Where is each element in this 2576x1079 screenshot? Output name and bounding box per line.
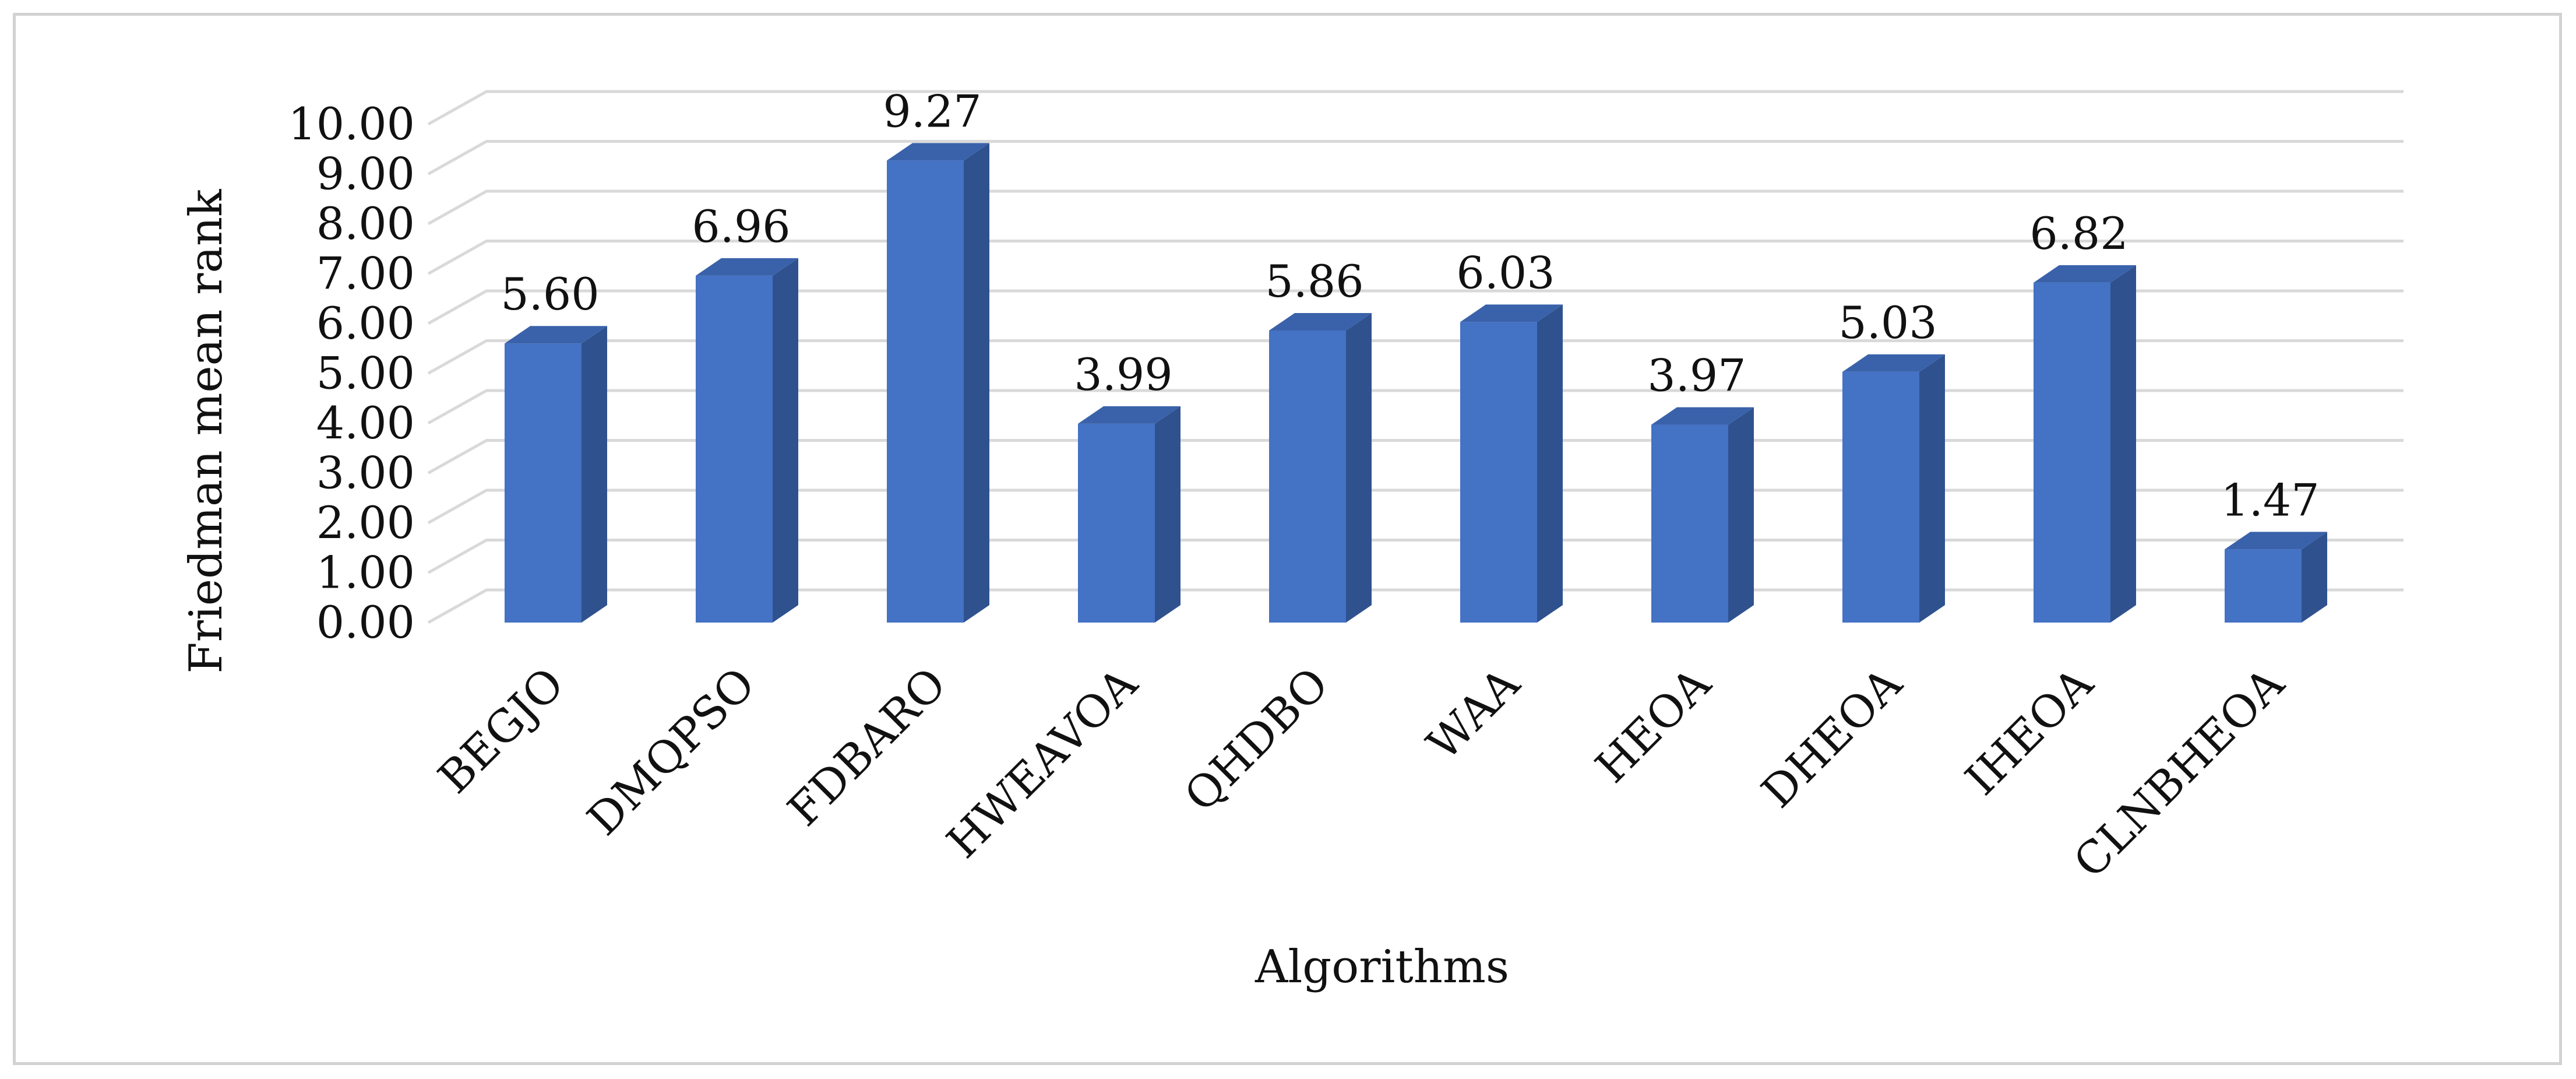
bars — [505, 143, 2327, 623]
bar-iheoa — [2034, 265, 2136, 623]
bar-hweavoa — [1078, 406, 1180, 623]
x-category-label: BEGJO — [428, 658, 574, 803]
x-category-label: FDBARO — [778, 658, 956, 836]
gridline — [427, 539, 2404, 574]
gridline — [427, 140, 2404, 175]
bar-top-face — [1460, 304, 1563, 322]
bar-front-face — [2225, 549, 2302, 623]
bar-waa — [1460, 304, 1563, 623]
bar-side-face — [582, 326, 607, 623]
bar-front-face — [1651, 424, 1728, 623]
bar-side-face — [2302, 532, 2327, 623]
bar-fdbaro — [887, 143, 989, 623]
bar-front-face — [1269, 330, 1346, 623]
data-label: 5.86 — [1265, 255, 1363, 307]
bar-front-face — [505, 343, 582, 623]
data-label: 3.99 — [1074, 349, 1172, 400]
bar-front-face — [1460, 322, 1537, 623]
bar-side-face — [1919, 354, 1945, 623]
data-label: 5.60 — [501, 268, 599, 320]
y-tick-label: 6.00 — [316, 297, 415, 349]
bar-side-face — [964, 143, 989, 623]
y-tick-label: 9.00 — [316, 148, 415, 200]
data-label: 6.96 — [692, 201, 790, 252]
bar-front-face — [2034, 282, 2110, 623]
data-label: 3.97 — [1647, 350, 1746, 402]
data-label: 6.82 — [2029, 208, 2128, 259]
y-tick-label: 1.00 — [316, 547, 415, 599]
x-category-label: WAA — [1417, 657, 1530, 770]
y-tick-label: 5.00 — [316, 347, 415, 399]
data-label: 5.03 — [1838, 297, 1937, 349]
y-tick-label: 2.00 — [316, 497, 415, 549]
bar-top-face — [696, 258, 798, 276]
bar-front-face — [1842, 371, 1919, 623]
gridline — [427, 389, 2404, 425]
gridline — [427, 439, 2404, 475]
bar-front-face — [887, 160, 964, 623]
gridline — [427, 289, 2404, 325]
gridline — [427, 90, 2404, 126]
bar-dmqpso — [696, 258, 798, 623]
data-label: 1.47 — [2221, 474, 2319, 526]
gridline — [427, 339, 2404, 375]
y-tick-label: 0.00 — [316, 596, 415, 648]
gridline — [427, 588, 2404, 624]
bar-side-face — [1346, 312, 1372, 623]
y-tick-label: 4.00 — [316, 397, 415, 449]
bar-top-face — [2034, 265, 2136, 283]
bar-side-face — [1728, 407, 1754, 623]
data-labels: 5.60 6.96 9.27 3.99 5.86 6.03 3.97 5.03 6.82 1.47 — [501, 85, 2319, 526]
x-category-label: IHEOA — [1955, 657, 2103, 805]
bar-heoa — [1651, 407, 1754, 623]
gridline — [427, 189, 2404, 226]
bar-top-face — [2225, 532, 2327, 550]
bar-qhdbo — [1269, 312, 1372, 623]
data-label: 9.27 — [883, 85, 981, 137]
y-tick-label: 7.00 — [316, 248, 415, 300]
bar-top-face — [1842, 354, 1945, 372]
bar-clnbheoa — [2225, 532, 2327, 623]
x-category-label: HEOA — [1585, 657, 1721, 793]
y-tick-label: 10.00 — [288, 98, 415, 150]
bar-begjo — [505, 326, 607, 623]
bar-top-face — [1078, 406, 1180, 424]
bar-side-face — [2110, 265, 2136, 623]
bar-side-face — [1537, 304, 1563, 623]
y-axis-title: Friedman mean rank — [180, 189, 232, 674]
x-category-label: QHDBO — [1174, 658, 1338, 821]
bar-side-face — [1155, 406, 1180, 623]
y-tick-label: 8.00 — [316, 198, 415, 249]
bar-dheoa — [1842, 354, 1945, 623]
bar-side-face — [773, 258, 798, 623]
gridlines — [427, 90, 2404, 624]
x-category-label: HWEAVOA — [937, 657, 1148, 868]
x-axis-title: Algorithms — [1254, 941, 1509, 993]
bar-top-face — [1269, 312, 1372, 331]
y-axis-ticks: 0.001.002.003.004.005.006.007.008.009.00… — [288, 98, 415, 648]
bar-top-face — [1651, 407, 1754, 425]
gridline — [427, 240, 2404, 275]
y-tick-label: 3.00 — [316, 447, 415, 499]
bar-front-face — [696, 275, 773, 623]
x-category-label: DMQPSO — [577, 658, 765, 845]
x-category-label: DHEOA — [1752, 657, 1912, 818]
bar-top-face — [505, 326, 607, 344]
gridline — [427, 488, 2404, 525]
bar-top-face — [887, 143, 989, 161]
data-label: 6.03 — [1456, 247, 1555, 298]
bar-front-face — [1078, 423, 1155, 623]
